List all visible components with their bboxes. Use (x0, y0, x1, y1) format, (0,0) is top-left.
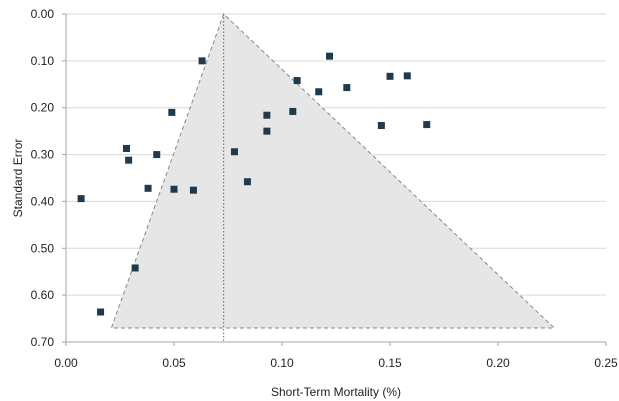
y-tick-label: 0.50 (31, 241, 55, 255)
data-point (377, 122, 385, 130)
x-ticks: 0.00 0.05 0.10 0.15 0.20 0.25 (54, 342, 618, 370)
y-tick-label: 0.20 (31, 101, 55, 115)
data-point (293, 77, 301, 85)
data-point (243, 178, 251, 186)
data-point (131, 264, 139, 272)
y-axis-title: Standard Error (11, 139, 25, 218)
data-point (263, 111, 271, 119)
x-tick-label: 0.25 (594, 356, 618, 370)
data-point (315, 88, 323, 96)
data-point (125, 156, 133, 164)
data-points (77, 52, 431, 316)
data-point (153, 151, 161, 159)
y-ticks: 0.00 0.10 0.20 0.30 0.40 0.50 0.60 0.70 (31, 7, 66, 349)
data-point (170, 185, 178, 193)
x-tick-label: 0.20 (486, 356, 510, 370)
y-tick-label: 0.30 (31, 148, 55, 162)
x-axis-title: Short-Term Mortality (%) (271, 385, 401, 399)
y-tick-label: 0.70 (31, 335, 55, 349)
data-point (198, 57, 206, 65)
y-tick-label: 0.10 (31, 54, 55, 68)
y-tick-label: 0.40 (31, 194, 55, 208)
data-point (189, 186, 197, 194)
data-point (403, 72, 411, 80)
data-point (144, 184, 152, 192)
x-tick-label: 0.15 (378, 356, 402, 370)
data-point (122, 144, 130, 152)
data-point (168, 108, 176, 116)
x-tick-label: 0.00 (54, 356, 78, 370)
data-point (230, 148, 238, 156)
data-point (77, 195, 85, 203)
data-point (343, 84, 351, 92)
y-tick-label: 0.00 (31, 7, 55, 21)
y-tick-label: 0.60 (31, 288, 55, 302)
funnel-region (110, 13, 556, 329)
data-point (423, 121, 431, 129)
data-point (97, 308, 105, 316)
x-tick-label: 0.10 (270, 356, 294, 370)
data-point (386, 72, 394, 80)
x-tick-label: 0.05 (162, 356, 186, 370)
data-point (263, 127, 271, 135)
data-point (326, 52, 334, 60)
data-point (289, 107, 297, 115)
